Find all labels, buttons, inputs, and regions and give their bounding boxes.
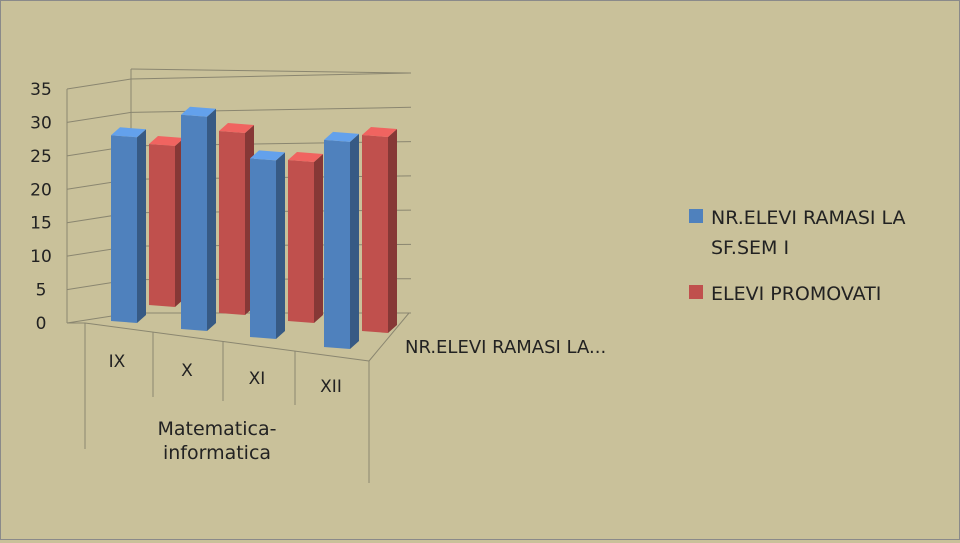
bar-top bbox=[111, 127, 146, 138]
depth-axis-label: NR.ELEVI RAMASI LA... bbox=[405, 337, 606, 358]
bar-front bbox=[149, 144, 175, 307]
bar-front bbox=[111, 135, 137, 323]
bar-side bbox=[137, 129, 146, 323]
gridline-side bbox=[66, 111, 132, 123]
bar-front bbox=[219, 131, 245, 315]
gridline-back bbox=[130, 72, 412, 80]
bar-top bbox=[181, 106, 216, 117]
category-label: XI bbox=[249, 369, 266, 389]
bar-front bbox=[250, 158, 276, 339]
chart-axes: 0 5 10 15 20 25 30 35 IX X XI XII Matematica-informa… bbox=[30, 80, 606, 483]
legend-label: SF.SEM I bbox=[711, 237, 789, 259]
bar-top bbox=[362, 127, 397, 137]
floor-right-edge bbox=[368, 312, 410, 362]
bar-top bbox=[250, 150, 285, 161]
bar-top bbox=[219, 123, 254, 133]
bar-front bbox=[181, 114, 207, 331]
y-tick-label: 35 bbox=[30, 80, 52, 100]
bar-front bbox=[324, 139, 350, 349]
bar-side bbox=[350, 133, 359, 349]
bar-top bbox=[324, 131, 359, 142]
bar-top bbox=[149, 136, 184, 146]
y-tick-label: 25 bbox=[30, 147, 52, 167]
top-wall-edge bbox=[130, 68, 412, 74]
y-tick-label: 5 bbox=[36, 281, 47, 301]
gridline-back bbox=[130, 106, 412, 113]
bar-side bbox=[388, 129, 397, 333]
y-tick-label: 30 bbox=[30, 113, 52, 133]
category-label: X bbox=[181, 361, 193, 381]
bar-front bbox=[362, 135, 388, 333]
category-label: IX bbox=[109, 352, 126, 372]
y-tick-label: 0 bbox=[36, 314, 47, 334]
y-tick-label: 15 bbox=[30, 214, 52, 234]
legend-label: NR.ELEVI RAMASI LA bbox=[711, 207, 906, 229]
legend-label: ELEVI PROMOVATI bbox=[711, 283, 881, 305]
y-tick-label: 20 bbox=[30, 180, 52, 200]
legend-swatch bbox=[689, 209, 703, 223]
bar-side bbox=[276, 152, 285, 339]
y-tick-label: 10 bbox=[30, 247, 52, 267]
group-label: Matematica- bbox=[157, 418, 276, 440]
gridline-side bbox=[66, 78, 132, 90]
group-label: informatica bbox=[163, 442, 271, 464]
bar-front bbox=[288, 160, 314, 323]
chart-bars bbox=[111, 106, 397, 349]
category-label: XII bbox=[320, 377, 342, 397]
bar-top bbox=[288, 152, 323, 162]
bar-side bbox=[314, 154, 323, 323]
floor-front-edge bbox=[84, 322, 370, 362]
bar-side bbox=[207, 108, 216, 331]
legend-swatch bbox=[689, 285, 703, 299]
chart-legend: NR.ELEVI RAMASI LA SF.SEM I ELEVI PROMOVAT… bbox=[689, 207, 906, 305]
